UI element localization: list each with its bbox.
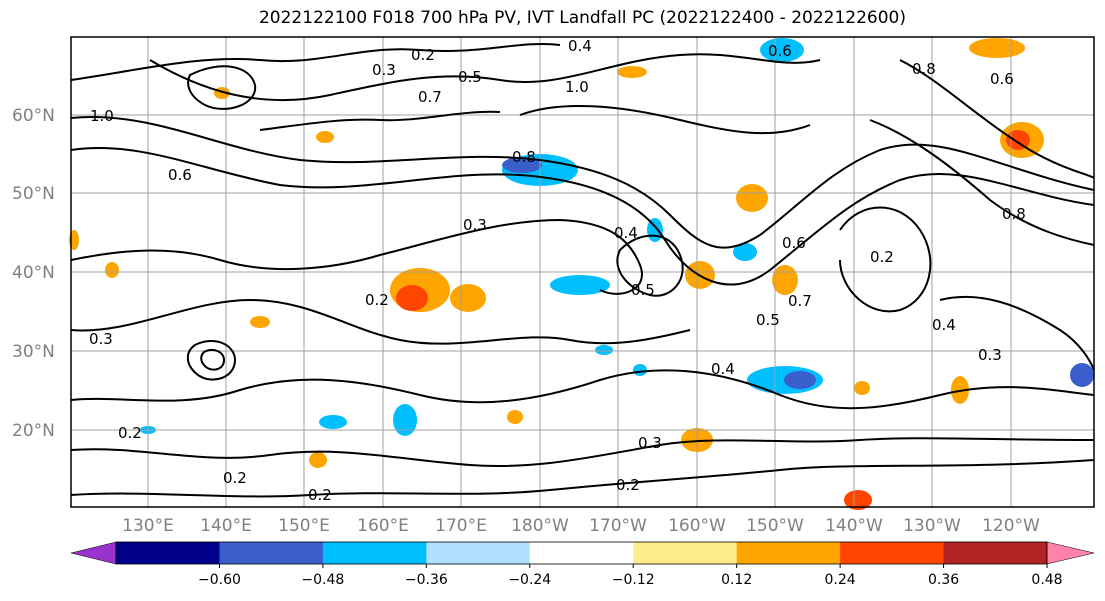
contour-label: 0.3: [372, 61, 396, 79]
contour-label: 0.2: [223, 469, 247, 487]
contour-label: 0.8: [1002, 205, 1026, 223]
lat-label: 40°N: [12, 263, 55, 283]
contour-label: 0.3: [978, 346, 1002, 364]
map-gridlines: [71, 37, 1094, 507]
colorbar: −0.60 −0.48 −0.36 −0.24 −0.12 0.12 0.24 0.36 0.4…: [70, 541, 1095, 588]
lon-label: 150°E: [278, 516, 330, 536]
lon-label: 150°W: [746, 516, 804, 536]
contour-label: 0.8: [912, 60, 936, 78]
longitude-labels: 130°E 140°E 150°E 160°E 170°E 180°W 170°W 160°W…: [122, 516, 1040, 536]
contour-label: 1.0: [90, 107, 114, 125]
pv-contours: [70, 42, 1095, 498]
colorbar-extend-high: [1046, 541, 1095, 565]
colorbar-tick-label: 0.36: [928, 572, 959, 588]
colorbar-segment: [840, 542, 945, 564]
lat-label: 30°N: [12, 342, 55, 362]
colorbar-tick-label: 0.24: [825, 572, 856, 588]
contour-label: 0.2: [870, 248, 894, 266]
colorbar-segment: [219, 542, 324, 564]
lon-label: 130°W: [903, 516, 961, 536]
lat-label: 50°N: [12, 184, 55, 204]
lon-label: 170°E: [435, 516, 487, 536]
lon-label: 130°E: [122, 516, 174, 536]
contour-label: 0.4: [568, 37, 592, 55]
contour-label: 0.2: [308, 486, 332, 504]
contour-label: 0.5: [756, 311, 780, 329]
colorbar-extend-low: [70, 541, 117, 565]
contour-label: 0.2: [411, 46, 435, 64]
colorbar-segment: [633, 542, 738, 564]
contour-label: 0.3: [89, 330, 113, 348]
colorbar-tick-label: −0.60: [198, 572, 241, 588]
map-frame: [70, 36, 1095, 508]
lon-label: 170°W: [589, 516, 647, 536]
colorbar-tick-label: 0.48: [1031, 572, 1062, 588]
lat-label: 60°N: [12, 106, 55, 126]
latitude-labels: 60°N 50°N 40°N 30°N 20°N: [12, 106, 55, 441]
contour-label: 0.6: [782, 234, 806, 252]
colorbar-segment: [529, 542, 634, 564]
lon-label: 140°E: [200, 516, 252, 536]
contour-label: 0.6: [990, 70, 1014, 88]
lat-label: 20°N: [12, 421, 55, 441]
contour-label: 0.6: [768, 42, 792, 60]
contour-label: 0.7: [788, 292, 812, 310]
map-title: 2022122100 F018 700 hPa PV, IVT Landfall…: [258, 8, 906, 28]
contour-label: 0.4: [711, 360, 735, 378]
colorbar-tick-label: 0.12: [721, 572, 752, 588]
contour-label: 0.2: [616, 476, 640, 494]
lon-label: 180°W: [511, 516, 569, 536]
colorbar-tick-label: −0.12: [612, 572, 655, 588]
contour-label: 0.4: [614, 224, 638, 242]
contour-label: 0.3: [463, 216, 487, 234]
contour-label: 0.8: [512, 148, 536, 166]
contour-label: 0.3: [638, 434, 662, 452]
colorbar-segment: [426, 542, 531, 564]
colorbar-tick-label: −0.24: [508, 572, 551, 588]
contour-label: 0.2: [365, 291, 389, 309]
contour-label: 0.2: [118, 424, 142, 442]
contour-label: 0.5: [458, 68, 482, 86]
contour-label: 0.7: [418, 88, 442, 106]
colorbar-tick-label: −0.48: [301, 572, 344, 588]
colorbar-segment: [943, 542, 1048, 564]
colorbar-segment: [116, 542, 220, 564]
contour-label-group: 1.0 0.3 0.2 0.5 0.4 0.7 0.6 0.8 0.3 0.2 …: [89, 37, 1026, 504]
contour-label: 0.4: [932, 316, 956, 334]
lon-label: 160°W: [668, 516, 726, 536]
lon-label: 160°E: [357, 516, 409, 536]
lon-label: 120°W: [982, 516, 1040, 536]
colorbar-segment: [736, 542, 841, 564]
contour-label: 1.0: [565, 78, 589, 96]
colorbar-tick-label: −0.36: [405, 572, 448, 588]
colorbar-segment: [322, 542, 427, 564]
contour-label: 0.6: [168, 166, 192, 184]
colorbar-outline: [115, 541, 1048, 565]
lon-label: 140°W: [825, 516, 883, 536]
contour-label: 0.5: [631, 281, 655, 299]
